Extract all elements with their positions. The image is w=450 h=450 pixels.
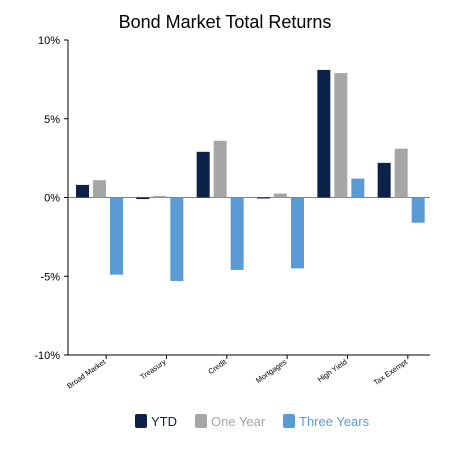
axes: 10% 5% 0% -5% -10% <box>34 35 430 362</box>
legend-label: Three Years <box>299 414 370 429</box>
bar-ytd <box>136 197 150 200</box>
bar-ytd <box>257 197 270 199</box>
bar-three-years <box>411 197 425 223</box>
chart-title: Bond Market Total Returns <box>119 12 332 32</box>
bars <box>76 69 425 281</box>
bar-ytd <box>317 69 331 198</box>
legend-label: One Year <box>211 414 266 429</box>
bar-three-years <box>291 197 304 269</box>
bar-one-year <box>213 140 227 198</box>
x-tick-label: Mortgages <box>254 357 288 385</box>
bar-three-years <box>351 178 365 198</box>
x-tick-label: Credit <box>206 357 228 376</box>
y-tick-label: 0% <box>44 193 60 205</box>
bar-ytd <box>76 184 89 198</box>
bar-one-year <box>153 195 167 198</box>
legend: YTD One Year Three Years <box>135 414 370 429</box>
bar-one-year <box>93 180 106 198</box>
x-tick-label: Tax Exempt <box>372 357 410 387</box>
bar-one-year <box>394 148 408 198</box>
category-labels: Broad Market Treasury Credit Mortgages High … <box>65 355 410 391</box>
y-tick-label: 10% <box>38 35 60 47</box>
legend-swatch <box>135 414 147 428</box>
x-tick-label: High Yield <box>316 357 349 384</box>
bar-three-years <box>230 197 244 270</box>
y-tick-label: -5% <box>40 271 60 283</box>
bar-ytd <box>196 151 210 198</box>
x-tick-label: Broad Market <box>65 357 108 391</box>
x-tick-label: Treasury <box>138 357 167 381</box>
bar-one-year <box>274 193 287 198</box>
legend-swatch <box>195 414 207 428</box>
y-tick-label: -10% <box>34 350 60 362</box>
y-tick-label: 5% <box>44 114 60 126</box>
bar-three-years <box>110 197 123 275</box>
bar-one-year <box>334 73 348 198</box>
bar-ytd <box>377 162 391 198</box>
legend-swatch <box>283 414 295 428</box>
bar-three-years <box>170 197 184 281</box>
legend-label: YTD <box>151 414 177 429</box>
